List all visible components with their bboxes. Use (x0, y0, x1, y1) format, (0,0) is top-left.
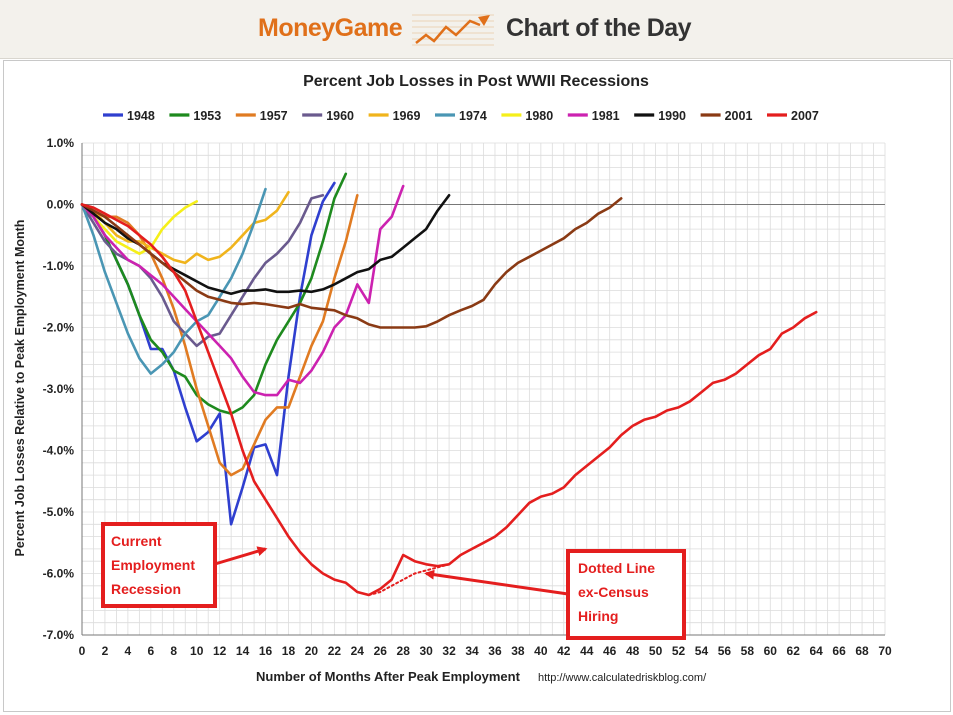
x-tick-label: 50 (649, 644, 663, 658)
series-line-1981 (80, 184, 405, 397)
x-tick-label: 40 (534, 644, 548, 658)
x-tick-label: 30 (419, 644, 433, 658)
brand-logo: MoneyGame (258, 14, 403, 42)
series-line-1960 (80, 194, 325, 348)
legend-label: 1990 (658, 109, 686, 123)
x-tick-label: 22 (328, 644, 342, 658)
legend-label: 1980 (525, 109, 553, 123)
x-tick-label: 54 (695, 644, 709, 658)
legend-label: 1960 (326, 109, 354, 123)
annotation-text: Current (111, 533, 162, 549)
chart-series (80, 172, 818, 597)
x-tick-label: 12 (213, 644, 227, 658)
y-tick-label: 1.0% (47, 136, 75, 150)
series-line-1953 (80, 172, 348, 415)
annotation-arrow (214, 546, 268, 566)
series-line-1957 (80, 194, 359, 477)
x-tick-label: 16 (259, 644, 273, 658)
x-tick-label: 2 (102, 644, 109, 658)
annotation-text: Recession (111, 581, 181, 597)
series-line-1980 (80, 200, 198, 255)
legend-label: 1981 (592, 109, 620, 123)
x-tick-label: 66 (832, 644, 846, 658)
x-tick-label: 10 (190, 644, 204, 658)
x-tick-label: 68 (855, 644, 869, 658)
banner: MoneyGame Chart of the Day (0, 0, 953, 59)
annotation-arrow (424, 569, 569, 596)
x-tick-label: 34 (465, 644, 479, 658)
chart-axes: 1.0% 0.0% -1.0% -2.0% -3.0% -4.0% -5.0% -6.0% -7… (43, 136, 892, 658)
x-tick-label: 24 (351, 644, 365, 658)
x-tick-label: 14 (236, 644, 250, 658)
x-tick-label: 52 (672, 644, 686, 658)
x-tick-label: 58 (741, 644, 755, 658)
chart-legend: 1948 1953 1957 1960 1969 1974 1980 1981 1990 2001… (103, 109, 819, 123)
x-tick-label: 62 (787, 644, 801, 658)
y-tick-label: 0.0% (47, 198, 75, 212)
source-url: http://www.calculatedriskblog.com/ (538, 672, 707, 684)
x-tick-label: 60 (764, 644, 778, 658)
x-tick-label: 32 (442, 644, 456, 658)
chart-of-the-day-label: Chart of the Day (506, 14, 692, 42)
legend-label: 1974 (459, 109, 487, 123)
x-tick-label: 18 (282, 644, 296, 658)
annotation-text: Employment (111, 557, 195, 573)
legend-label: 2007 (791, 109, 819, 123)
series-line-1974 (80, 187, 267, 375)
y-axis-label: Percent Job Losses Relative to Peak Empl… (13, 220, 27, 557)
x-tick-label: 6 (147, 644, 154, 658)
rising-chart-arrow-icon (412, 14, 494, 46)
legend-label: 2001 (725, 109, 753, 123)
y-tick-label: -6.0% (43, 567, 75, 581)
x-tick-label: 28 (397, 644, 411, 658)
x-tick-label: 56 (718, 644, 732, 658)
y-tick-label: -2.0% (43, 321, 75, 335)
chart-annotations: Current Employment Recession Dotted Line ex-… (101, 522, 686, 640)
x-tick-label: 44 (580, 644, 594, 658)
legend-label: 1957 (260, 109, 288, 123)
annotation-box (566, 549, 686, 640)
x-tick-label: 36 (488, 644, 502, 658)
legend-label: 1953 (193, 109, 221, 123)
x-tick-label: 20 (305, 644, 319, 658)
x-tick-label: 64 (809, 644, 823, 658)
x-tick-label: 70 (878, 644, 892, 658)
series-line-2007-ex-census (367, 563, 451, 596)
chart-title: Percent Job Losses in Post WWII Recessio… (303, 73, 649, 90)
x-tick-label: 38 (511, 644, 525, 658)
y-tick-label: -5.0% (43, 505, 75, 519)
legend-label: 1969 (393, 109, 421, 123)
y-tick-label: -7.0% (43, 628, 75, 642)
legend-label: 1948 (127, 109, 155, 123)
x-tick-label: 4 (125, 644, 132, 658)
annotation-text: Dotted Line (578, 560, 655, 576)
x-tick-label: 42 (557, 644, 571, 658)
x-tick-label: 48 (626, 644, 640, 658)
y-tick-label: -1.0% (43, 259, 75, 273)
y-tick-label: -4.0% (43, 444, 75, 458)
annotation-text: Hiring (578, 608, 618, 624)
y-tick-label: -3.0% (43, 382, 75, 396)
x-tick-label: 8 (170, 644, 177, 658)
x-tick-label: 26 (374, 644, 388, 658)
x-axis-label: Number of Months After Peak Employment (256, 669, 521, 684)
x-tick-label: 46 (603, 644, 617, 658)
annotation-text: ex-Census (578, 584, 649, 600)
annotation-box (101, 522, 217, 608)
x-tick-label: 0 (79, 644, 86, 658)
